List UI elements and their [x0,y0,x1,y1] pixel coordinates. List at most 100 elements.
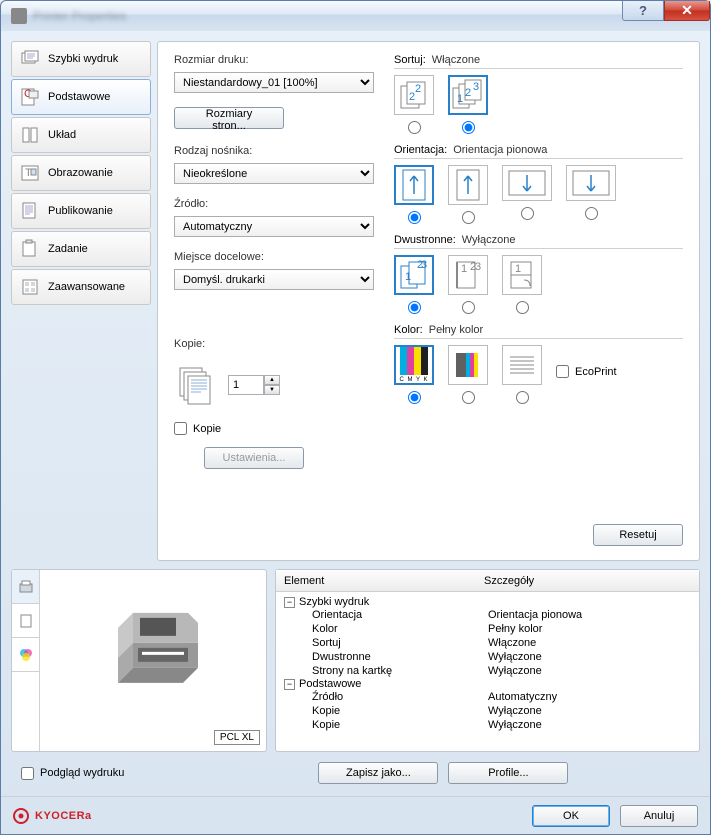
print-preview-checkbox[interactable] [21,767,34,780]
sort-option-on[interactable]: 123 [448,75,488,134]
svg-text:1: 1 [461,263,467,275]
sort-radio-off[interactable] [408,121,421,134]
printer-icon [11,8,27,24]
duplex-radio-short[interactable] [516,301,529,314]
collate-checkbox-label: Kopie [193,423,221,435]
publishing-icon [20,201,40,221]
orientation-option-landscape[interactable] [502,165,552,220]
sidebar-item-label: Zaawansowane [48,281,125,293]
print-size-label: Rozmiar druku: [174,54,374,66]
svg-text:1: 1 [515,263,521,275]
reset-button[interactable]: Resetuj [593,524,683,546]
copies-up-button[interactable]: ▲ [264,375,280,385]
orientation-option-portrait-flip[interactable] [448,165,488,224]
close-button[interactable]: ✕ [664,1,710,21]
color-radio-auto[interactable] [462,391,475,404]
orientation-option-landscape-flip[interactable] [566,165,616,220]
media-type-select[interactable]: Nieokreślone [174,163,374,184]
table-row: KopieWyłączone [284,704,691,718]
sidebar-item-label: Obrazowanie [48,167,113,179]
duplex-radio-off[interactable] [408,301,421,314]
print-preview-label: Podgląd wydruku [40,767,124,779]
print-size-select[interactable]: Niestandardowy_01 [100%] [174,72,374,93]
svg-text:2: 2 [465,87,471,99]
help-button[interactable]: ? [622,1,664,21]
duplex-label: Dwustronne: [394,234,456,246]
sidebar-item-basic[interactable]: C Podstawowe [11,79,151,115]
save-as-button[interactable]: Zapisz jako... [318,762,438,784]
table-row: Strony na kartkęWyłączone [284,664,691,678]
orientation-radio-landscape[interactable] [521,207,534,220]
ecoprint-checkbox[interactable] [556,365,569,378]
color-option-full[interactable]: C M Y K [394,345,434,404]
ecoprint-label: EcoPrint [575,366,617,378]
cancel-button[interactable]: Anuluj [620,805,698,827]
tree-group-name: Szybki wydruk [299,596,369,608]
window-title: Printer Properties [33,9,126,23]
quickprint-icon [20,49,40,69]
sidebar-item-imaging[interactable]: T Obrazowanie [11,155,151,191]
table-row: DwustronneWyłączone [284,650,691,664]
svg-text:2: 2 [417,259,423,271]
destination-select[interactable]: Domyśl. drukarki [174,269,374,290]
tree-toggle[interactable]: − [284,597,295,608]
sidebar-item-advanced[interactable]: Zaawansowane [11,269,151,305]
table-row: SortujWłączone [284,636,691,650]
copies-icon [174,364,216,406]
color-radio-full[interactable] [408,391,421,404]
sidebar-item-publishing[interactable]: Publikowanie [11,193,151,229]
sidebar-item-quickprint[interactable]: Szybki wydruk [11,41,151,77]
svg-text:3: 3 [473,81,479,93]
orientation-radio-portrait[interactable] [408,211,421,224]
sidebar-item-layout[interactable]: Układ [11,117,151,153]
brand-logo: KYOCERa [13,808,92,824]
orientation-label: Orientacja: [394,144,447,156]
copies-label: Kopie: [174,338,374,350]
orientation-radio-portrait-flip[interactable] [462,211,475,224]
sidebar-item-job[interactable]: Zadanie [11,231,151,267]
copies-input[interactable] [228,375,264,395]
color-label: Kolor: [394,324,423,336]
cmyk-label: C M Y K [399,377,428,383]
svg-text:2: 2 [409,91,415,103]
sidebar-item-label: Szybki wydruk [48,53,118,65]
basic-icon: C [20,87,40,107]
sidebar-item-label: Układ [48,129,76,141]
tree-group-name: Podstawowe [299,678,361,690]
table-row: ŹródłoAutomatyczny [284,690,691,704]
sort-label: Sortuj: [394,54,426,66]
duplex-option-long[interactable]: 123 [448,255,488,314]
table-row: KolorPełny kolor [284,622,691,636]
duplex-option-short[interactable]: 1 [502,255,542,314]
preview-tab-printer[interactable] [12,570,39,604]
titlebar: Printer Properties ? ✕ [1,1,710,31]
preview-tab-color[interactable] [12,638,39,672]
details-tree[interactable]: −Szybki wydruk OrientacjaOrientacja pion… [276,592,699,751]
ok-button[interactable]: OK [532,805,610,827]
collate-checkbox[interactable] [174,422,187,435]
main-panel: Rozmiar druku: Niestandardowy_01 [100%] … [157,41,700,561]
sort-radio-on[interactable] [462,121,475,134]
table-row: KopieWyłączone [284,718,691,732]
color-option-bw[interactable] [502,345,542,404]
media-type-label: Rodzaj nośnika: [174,145,374,157]
job-icon [20,239,40,259]
page-sizes-button[interactable]: Rozmiary stron... [174,107,284,129]
copies-down-button[interactable]: ▼ [264,385,280,395]
duplex-option-off[interactable]: 132 [394,255,434,314]
orientation-option-portrait[interactable] [394,165,434,224]
source-select[interactable]: Automatyczny [174,216,374,237]
profile-button[interactable]: Profile... [448,762,568,784]
tree-toggle[interactable]: − [284,679,295,690]
preview-tab-page[interactable] [12,604,39,638]
imaging-icon: T [20,163,40,183]
color-radio-bw[interactable] [516,391,529,404]
orientation-value: Orientacja pionowa [453,144,547,156]
sort-option-off[interactable]: 22 [394,75,434,134]
duplex-radio-long[interactable] [462,301,475,314]
pcl-badge: PCL XL [214,730,260,745]
color-option-auto[interactable] [448,345,488,404]
orientation-radio-landscape-flip[interactable] [585,207,598,220]
settings-button[interactable]: Ustawienia... [204,447,304,469]
table-row: OrientacjaOrientacja pionowa [284,608,691,622]
